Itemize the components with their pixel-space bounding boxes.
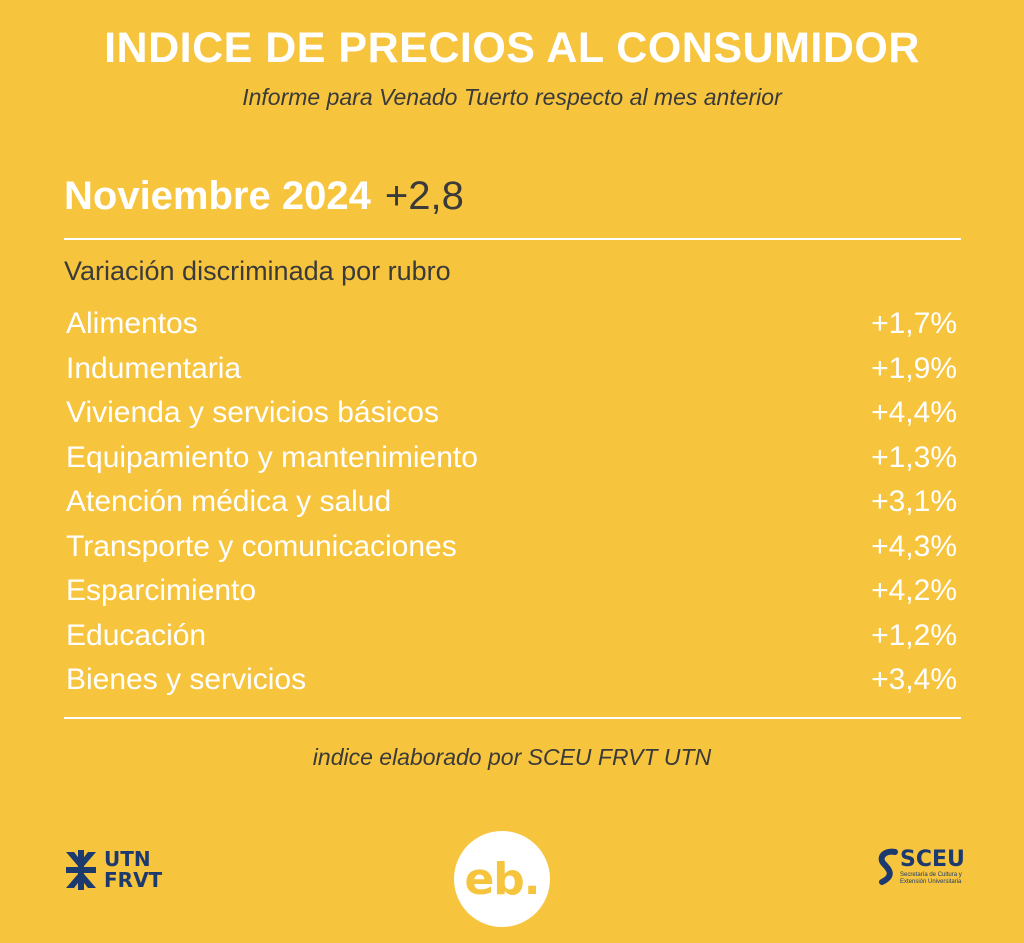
- divider-bottom: [64, 717, 961, 719]
- category-row: Transporte y comunicaciones +4,3%: [64, 525, 961, 570]
- category-value: +4,4%: [871, 396, 957, 430]
- category-row: Indumentaria +1,9%: [64, 347, 961, 392]
- section-title: Variación discriminada por rubro: [64, 256, 451, 286]
- page-title: INDICE DE PRECIOS AL CONSUMIDOR: [104, 24, 920, 72]
- category-value: +1,3%: [871, 440, 957, 474]
- category-row: Equipamiento y mantenimiento +1,3%: [64, 436, 961, 481]
- utn-logo-line2: FRVT: [104, 868, 163, 892]
- category-value: +3,1%: [871, 485, 957, 519]
- utn-emblem-icon: [66, 850, 96, 890]
- sceu-swirl-icon: [878, 848, 898, 885]
- category-value: +1,7%: [871, 307, 957, 341]
- category-value: +4,3%: [871, 529, 957, 563]
- headline-value: +2,8: [384, 174, 464, 218]
- utn-logo-line1: UTN: [104, 847, 151, 871]
- category-label: Bienes y servicios: [66, 663, 307, 697]
- category-row: Alimentos +1,7%: [64, 302, 961, 347]
- category-row: Vivienda y servicios básicos +4,4%: [64, 391, 961, 436]
- category-value: +1,2%: [871, 618, 957, 652]
- sceu-logo-text: SCEU Secretaría de Cultura y Extensión U…: [900, 848, 965, 886]
- eb-logo: eb.: [454, 831, 550, 927]
- category-value: +4,2%: [871, 574, 957, 608]
- sceu-logo: SCEU Secretaría de Cultura y Extensión U…: [876, 848, 966, 894]
- credit-note: indice elaborado por SCEU FRVT UTN: [312, 744, 712, 770]
- category-label: Atención médica y salud: [66, 485, 392, 519]
- category-list: Alimentos +1,7% Indumentaria +1,9% Vivie…: [64, 302, 961, 703]
- category-label: Transporte y comunicaciones: [66, 529, 457, 563]
- sceu-name: SCEU: [900, 847, 965, 872]
- category-label: Indumentaria: [66, 351, 242, 385]
- headline: Noviembre 2024 +2,8: [64, 174, 464, 219]
- category-label: Vivienda y servicios básicos: [66, 396, 439, 430]
- category-label: Esparcimiento: [66, 574, 257, 608]
- category-label: Equipamiento y mantenimiento: [66, 440, 478, 474]
- utn-logo-text: UTN FRVT: [104, 849, 162, 891]
- utn-logo: UTN FRVT: [64, 846, 164, 894]
- category-row: Bienes y servicios +3,4%: [64, 658, 961, 703]
- category-row: Atención médica y salud +3,1%: [64, 480, 961, 525]
- category-label: Alimentos: [66, 307, 198, 341]
- category-label: Educación: [66, 618, 207, 652]
- category-value: +3,4%: [871, 663, 957, 697]
- eb-logo-text: eb.: [464, 853, 540, 905]
- category-row: Educación +1,2%: [64, 614, 961, 659]
- page-subtitle: Informe para Venado Tuerto respecto al m…: [242, 84, 782, 110]
- divider-top: [64, 238, 961, 240]
- category-value: +1,9%: [871, 351, 957, 385]
- category-row: Esparcimiento +4,2%: [64, 569, 961, 614]
- sceu-caption: Secretaría de Cultura y Extensión Univer…: [900, 872, 962, 885]
- headline-period: Noviembre 2024: [64, 174, 371, 218]
